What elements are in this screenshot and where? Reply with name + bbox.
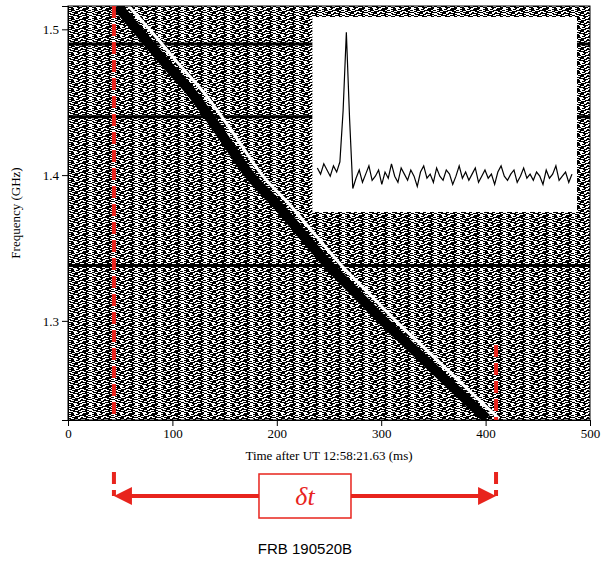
- x-tick-label: 200: [268, 426, 288, 441]
- x-tick-mark: [381, 420, 382, 426]
- delta-t-marker: [112, 6, 116, 420]
- delta-t-marker: [494, 345, 498, 420]
- x-tick-label: 500: [581, 426, 601, 441]
- y-axis: 1.3 1.4 1.5: [43, 7, 69, 421]
- inset-box: [313, 18, 576, 211]
- y-tick-label: 1.5: [43, 22, 59, 37]
- x-tick-mark: [486, 420, 487, 426]
- y-tick: 1.3: [43, 314, 68, 329]
- y-tick: 1.5: [43, 22, 68, 37]
- x-tick: 400: [476, 420, 496, 441]
- x-tick-label: 0: [65, 426, 72, 441]
- y-axis-title: Frequency (GHz): [8, 167, 23, 258]
- chart: 0 100 200 300 400 500 1.3 1.4 1.5 Time after UT 1…: [0, 0, 611, 570]
- y-tick-label: 1.3: [43, 314, 59, 329]
- plot-frame: [68, 6, 590, 420]
- x-tick-mark: [277, 420, 278, 426]
- y-tick-label: 1.4: [43, 168, 60, 183]
- plot-area: [68, 6, 590, 419]
- delta-t-box: [259, 474, 351, 518]
- x-tick-label: 400: [476, 426, 496, 441]
- delta-t-annotation: δt: [114, 6, 496, 518]
- x-axis-line: [69, 421, 591, 427]
- x-tick: 300: [372, 420, 392, 441]
- x-tick-label: 300: [372, 426, 392, 441]
- x-axis-title: Time after UT 12:58:21.63 (ms): [245, 448, 412, 463]
- y-tick: 1.4: [43, 168, 68, 183]
- y-tick-mark: [62, 321, 68, 322]
- arrow-head-left: [114, 487, 132, 505]
- inset: [313, 18, 576, 211]
- y-axis-line: [62, 7, 69, 421]
- y-tick-mark: [62, 29, 68, 30]
- y-tick-mark: [62, 175, 68, 176]
- delta-t-marker: [494, 472, 498, 496]
- plot-background: [68, 6, 590, 420]
- caption: FRB 190520B: [258, 540, 352, 557]
- x-tick: 0: [65, 420, 72, 441]
- arrow-head-right: [478, 487, 496, 505]
- x-tick-label: 100: [163, 426, 183, 441]
- pulse-profile: [317, 32, 572, 188]
- delta-t-marker: [112, 472, 116, 496]
- x-tick-mark: [590, 420, 591, 426]
- x-tick: 200: [268, 420, 288, 441]
- x-axis: 0 100 200 300 400 500: [65, 420, 600, 441]
- x-tick: 500: [581, 420, 601, 441]
- x-tick: 100: [163, 420, 183, 441]
- x-tick-mark: [172, 420, 173, 426]
- delta-t-label: δt: [295, 482, 315, 511]
